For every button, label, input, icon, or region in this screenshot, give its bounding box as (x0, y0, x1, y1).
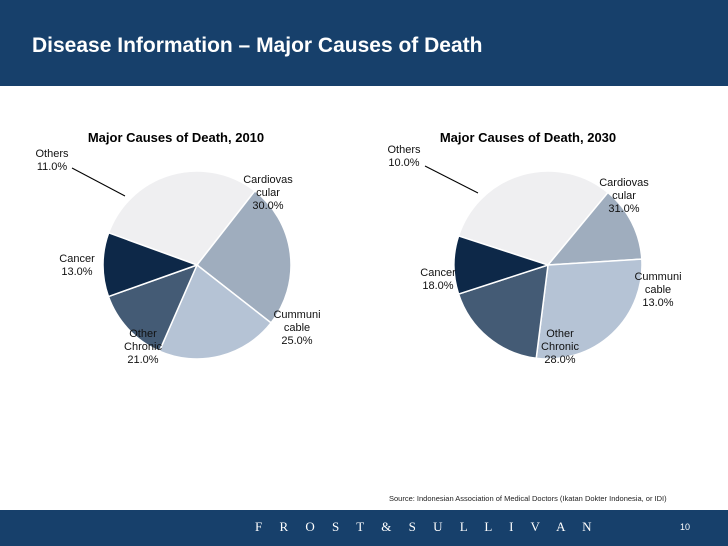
slice-label: Other Chronic 28.0% (541, 328, 579, 366)
pie-slice (457, 263, 549, 360)
slice-label: Cummuni cable 13.0% (634, 271, 681, 309)
pie-slice (535, 258, 643, 360)
brand-logo: F R O S T & S U L L I V A N (255, 519, 599, 534)
chart-title: Major Causes of Death, 2030 (440, 130, 616, 145)
footer-bar: F R O S T & S U L L I V A N 10 (0, 510, 728, 546)
pie-chart-2: Major Causes of Death, 2030 Cardiovas cula… (387, 130, 681, 366)
header-bar: Disease Information – Major Causes of De… (0, 0, 728, 86)
slice-label: Cardiovas cular 30.0% (243, 174, 293, 212)
pie-chart-1: Major Causes of Death, 2010 Cardiovas cula… (35, 130, 320, 366)
pie-slice (457, 170, 609, 266)
pie-slice (546, 191, 643, 266)
slice-label: Other Chronic 21.0% (124, 328, 162, 366)
slice-label: Cancer 13.0% (59, 253, 95, 278)
leader-line (71, 167, 126, 197)
slice-label: Cancer 18.0% (420, 267, 456, 292)
slice-label: Others 10.0% (387, 144, 421, 169)
charts-canvas: Major Causes of Death, 2010 Cardiovas cula… (35, 130, 681, 366)
source-note: Source: Indonesian Association of Medica… (389, 494, 667, 503)
chart-title: Major Causes of Death, 2010 (88, 130, 264, 145)
slice-label: Others 11.0% (35, 148, 69, 173)
page-number: 10 (680, 522, 691, 532)
pie-slice (107, 170, 256, 266)
pie-slice (102, 231, 200, 298)
pie-slice (107, 263, 199, 353)
page-title: Disease Information – Major Causes of De… (32, 34, 483, 57)
pie-slice (195, 189, 292, 324)
pie-slice (453, 235, 551, 295)
slice-label: Cummuni cable 25.0% (273, 309, 320, 347)
slice-label: Cardiovas cular 31.0% (599, 177, 649, 215)
leader-line (424, 165, 479, 194)
